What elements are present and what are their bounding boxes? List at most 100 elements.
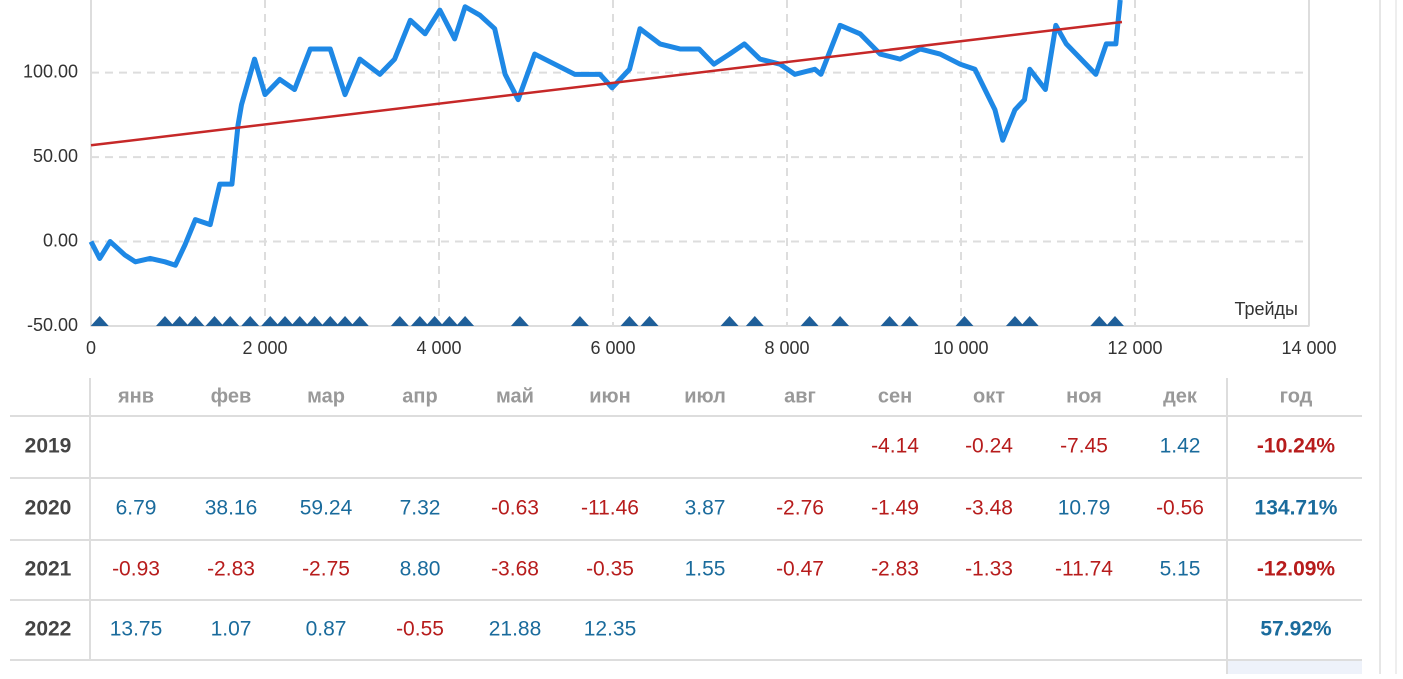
month-return: -4.14 — [871, 435, 919, 458]
year-total: 134.71% — [1255, 497, 1338, 520]
row-year: 2021 — [25, 558, 72, 581]
trade-marker — [570, 316, 589, 326]
trade-marker — [276, 316, 295, 326]
month-return: -1.49 — [871, 497, 919, 520]
trade-marker — [241, 316, 260, 326]
month-return: -7.45 — [1060, 435, 1108, 458]
trade-marker — [350, 316, 369, 326]
x-tick-label: 4 000 — [416, 338, 461, 358]
y-tick-label: 0.00 — [43, 230, 78, 250]
table-bg — [1228, 661, 1362, 674]
month-return: -0.93 — [112, 558, 160, 581]
month-return: 38.16 — [205, 497, 258, 520]
month-return: -11.74 — [1055, 558, 1113, 581]
column-header: дек — [1163, 385, 1198, 407]
month-return: -2.83 — [871, 558, 919, 581]
month-return: 7.32 — [400, 497, 441, 520]
x-tick-label: 14 000 — [1281, 338, 1336, 358]
column-header: авг — [784, 385, 816, 407]
x-tick-label: 8 000 — [764, 338, 809, 358]
year-total: 57.92% — [1260, 618, 1332, 641]
trade-marker — [170, 316, 189, 326]
trade-marker — [456, 316, 475, 326]
column-header: окт — [973, 385, 1005, 407]
trade-marker — [880, 316, 899, 326]
column-header: мар — [307, 385, 345, 407]
month-return: 1.42 — [1160, 435, 1201, 458]
trade-marker — [510, 316, 529, 326]
x-tick-label: 10 000 — [933, 338, 988, 358]
month-return: 13.75 — [110, 618, 163, 641]
month-return: -0.35 — [586, 558, 634, 581]
month-return: -2.83 — [207, 558, 255, 581]
month-return: 1.07 — [211, 618, 252, 641]
trade-marker — [831, 316, 850, 326]
trade-marker — [800, 316, 819, 326]
trade-marker — [336, 316, 355, 326]
trade-marker — [425, 316, 444, 326]
row-year: 2019 — [25, 435, 72, 458]
row-year: 2020 — [25, 497, 72, 520]
trade-marker — [155, 316, 174, 326]
column-header: июл — [684, 385, 726, 407]
trade-marker — [290, 316, 309, 326]
trend-line — [90, 20, 1123, 147]
trade-marker — [305, 316, 324, 326]
column-header: год — [1280, 385, 1313, 407]
trade-marker — [620, 316, 639, 326]
month-return: -0.56 — [1156, 497, 1204, 520]
trade-marker — [221, 316, 240, 326]
month-return: -1.33 — [965, 558, 1013, 581]
balance-line — [88, 0, 1123, 268]
month-return: -0.47 — [776, 558, 824, 581]
month-return: 1.55 — [685, 558, 726, 581]
row-year: 2022 — [25, 618, 72, 641]
month-return: 6.79 — [116, 497, 157, 520]
column-header: ноя — [1066, 385, 1102, 407]
month-return: 3.87 — [685, 497, 726, 520]
column-header: сен — [878, 385, 912, 407]
month-return: 21.88 — [489, 618, 542, 641]
trade-marker — [745, 316, 764, 326]
month-return: -2.75 — [302, 558, 350, 581]
month-return: 10.79 — [1058, 497, 1111, 520]
month-return: -0.24 — [965, 435, 1013, 458]
year-total: -12.09% — [1257, 558, 1336, 581]
month-return: -3.48 — [965, 497, 1013, 520]
trade-marker — [90, 316, 109, 326]
trade-marker — [1090, 316, 1109, 326]
year-total: -10.24% — [1257, 435, 1336, 458]
x-tick-label: 0 — [86, 338, 96, 358]
trade-marker — [390, 316, 409, 326]
trade-marker — [321, 316, 340, 326]
y-tick-label: 100.00 — [23, 61, 78, 81]
month-return: -11.46 — [581, 497, 639, 520]
month-return: -3.68 — [491, 558, 539, 581]
trade-marker — [1005, 316, 1024, 326]
column-header: апр — [402, 385, 437, 407]
month-return: 12.35 — [584, 618, 637, 641]
y-tick-label: 50.00 — [33, 146, 78, 166]
x-axis-label: Трейды — [1234, 299, 1298, 319]
x-tick-label: 2 000 — [242, 338, 287, 358]
month-return: 5.15 — [1160, 558, 1201, 581]
column-header: июн — [589, 385, 630, 407]
trade-marker — [1105, 316, 1124, 326]
x-tick-label: 12 000 — [1107, 338, 1162, 358]
trade-marker — [1020, 316, 1039, 326]
month-return: 59.24 — [300, 497, 353, 520]
trade-marker — [205, 316, 224, 326]
column-header: фев — [211, 385, 252, 407]
month-return: -2.76 — [776, 497, 824, 520]
trade-marker — [720, 316, 739, 326]
month-return: -0.63 — [491, 497, 539, 520]
trade-marker — [900, 316, 919, 326]
month-return: 8.80 — [400, 558, 441, 581]
x-tick-label: 6 000 — [590, 338, 635, 358]
column-header: янв — [117, 385, 154, 407]
trade-marker — [440, 316, 459, 326]
trade-marker — [261, 316, 280, 326]
month-return: -0.55 — [396, 618, 444, 641]
trade-marker — [186, 316, 205, 326]
